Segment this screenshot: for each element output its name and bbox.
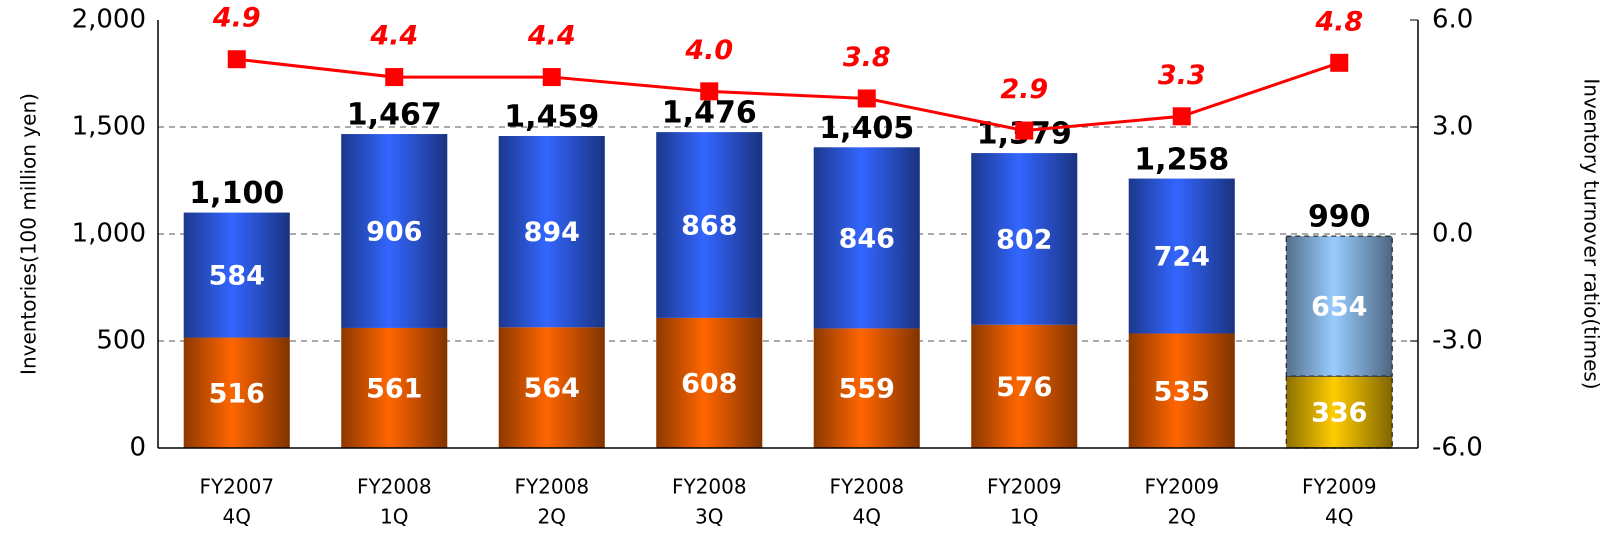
bar-value-label: 336 (1311, 398, 1367, 429)
line-value-label: 3.8 (843, 42, 891, 73)
bar-value-label: 584 (209, 261, 265, 292)
line-marker (385, 68, 404, 87)
y2-tick-label: 6.0 (1432, 5, 1473, 35)
line-value-label: 4.4 (369, 21, 418, 52)
bar-shade (1286, 376, 1393, 448)
bar-shade (1128, 178, 1235, 334)
y2-tick-label: -6.0 (1432, 433, 1483, 463)
total-label: 1,459 (504, 99, 599, 134)
line-marker (1015, 121, 1034, 140)
y2-axis-label: Inventory turnover ratio(times) (1580, 78, 1604, 389)
total-label: 990 (1308, 200, 1371, 235)
bar-shade (341, 134, 448, 328)
line-marker (1172, 107, 1191, 126)
y-tick-label: 2,000 (72, 5, 146, 35)
x-tick-label: 1Q (1010, 505, 1038, 529)
x-tick-label: 1Q (380, 505, 408, 529)
bar-value-label: 516 (209, 378, 265, 409)
bar-value-label: 561 (366, 373, 422, 404)
bar-shade (1128, 333, 1235, 448)
line (236, 57, 1340, 133)
bar-shade (971, 324, 1078, 448)
bar-shade (1286, 236, 1393, 377)
x-tick-label: FY2008 (829, 475, 904, 499)
bar-shade (498, 135, 605, 328)
line-marker (227, 50, 246, 69)
bar-shade (341, 327, 448, 448)
line-value-label: 4.0 (684, 35, 733, 66)
bar-shade (971, 153, 1078, 325)
bar-value-label: 906 (366, 217, 422, 248)
total-label: 1,405 (819, 111, 914, 146)
x-tick-label: 3Q (695, 505, 723, 529)
line-marker (857, 89, 876, 108)
x-tick-label: 2Q (538, 505, 566, 529)
total-label: 1,100 (189, 176, 284, 211)
bar-value-label: 559 (839, 374, 895, 405)
bar-shade (498, 327, 605, 448)
bar-shade (813, 328, 920, 448)
total-label: 1,467 (347, 98, 442, 133)
x-tick-label: FY2009 (1144, 475, 1219, 499)
x-tick-label: FY2008 (357, 475, 432, 499)
bar-value-label: 802 (996, 224, 1052, 255)
bar-value-label: 535 (1154, 376, 1210, 407)
bar-shade (183, 212, 290, 338)
y-tick-label: 1,500 (72, 112, 146, 142)
y2-tick-label: 0.0 (1432, 219, 1473, 249)
bar-value-label: 894 (524, 217, 580, 248)
line-value-label: 3.3 (1158, 60, 1206, 91)
bar-value-label: 608 (681, 368, 737, 399)
y-tick-label: 0 (129, 433, 146, 463)
line-marker (1330, 53, 1349, 72)
line-value-label: 4.8 (1314, 6, 1363, 37)
bar-value-label: 576 (996, 372, 1052, 403)
line-marker (700, 82, 719, 101)
x-tick-label: 2Q (1168, 505, 1196, 529)
total-label: 1,476 (662, 96, 757, 131)
bar-value-label: 846 (839, 223, 895, 254)
line-value-label: 4.9 (212, 3, 261, 34)
bar-value-label: 724 (1154, 242, 1210, 273)
x-tick-label: FY2007 (199, 475, 274, 499)
y2-tick-label: -3.0 (1432, 326, 1483, 356)
line-value-label: 2.9 (1000, 74, 1048, 105)
total-label: 1,258 (1134, 142, 1229, 177)
bar-shade (656, 317, 763, 448)
y-axis-label: Inventories(100 million yen) (17, 93, 41, 375)
bar-value-label: 564 (524, 373, 580, 404)
line-marker (542, 68, 561, 87)
bar-value-label: 654 (1311, 292, 1367, 323)
y2-tick-label: 3.0 (1432, 112, 1473, 142)
bar-shade (813, 147, 920, 329)
x-tick-label: FY2009 (1302, 475, 1377, 499)
line-value-label: 4.4 (527, 21, 576, 52)
y-tick-label: 500 (96, 326, 146, 356)
x-tick-label: FY2008 (672, 475, 747, 499)
bar-shade (183, 337, 290, 448)
x-tick-label: 4Q (1325, 505, 1353, 529)
x-tick-label: FY2009 (987, 475, 1062, 499)
x-tick-label: 4Q (853, 505, 881, 529)
x-tick-label: FY2008 (514, 475, 589, 499)
x-tick-label: 4Q (223, 505, 251, 529)
bar-value-label: 868 (681, 211, 737, 242)
y-tick-label: 1,000 (72, 219, 146, 249)
bar-shade (656, 132, 763, 318)
